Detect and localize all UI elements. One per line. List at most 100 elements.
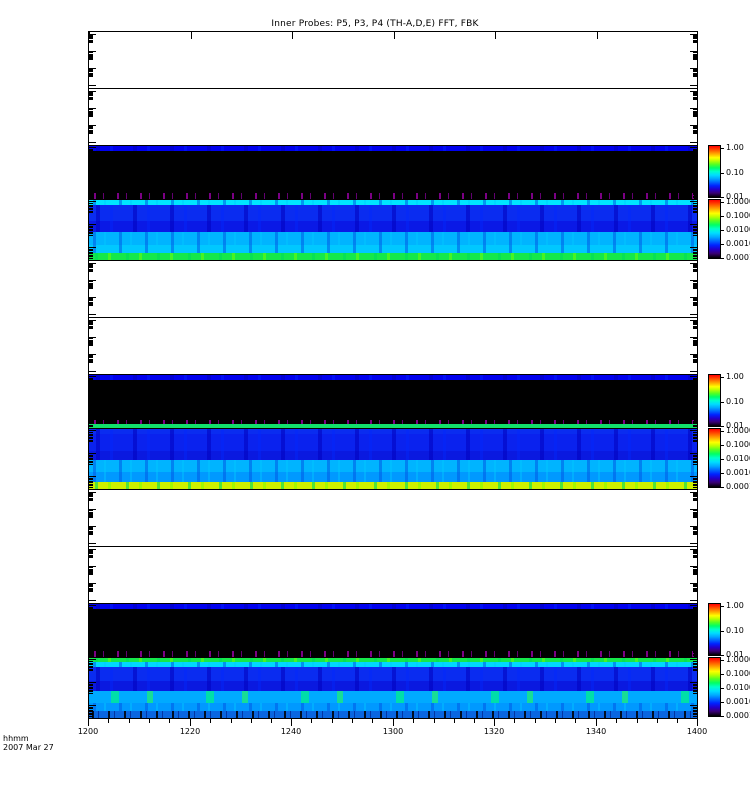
y-tick-right (693, 299, 697, 300)
y-tick-right (693, 421, 697, 422)
y-tick-right (693, 206, 697, 207)
y-tick (89, 430, 96, 431)
y-tick (89, 85, 96, 86)
y-tick (89, 116, 93, 117)
y-tick (89, 68, 96, 69)
x-tick-minor (555, 719, 556, 723)
y-tick (89, 212, 93, 213)
y-tick (89, 478, 93, 479)
x-tick (697, 719, 698, 726)
y-tick (89, 75, 93, 76)
y-tick-right (693, 404, 697, 405)
y-tick (89, 611, 93, 612)
y-tick-right (693, 205, 697, 206)
y-tick-right (693, 303, 697, 304)
y-tick (89, 557, 93, 558)
y-tick-right (693, 422, 697, 423)
y-tick (89, 59, 93, 60)
y-tick (89, 354, 96, 355)
y-tick (89, 693, 93, 694)
y-tick (89, 555, 93, 556)
y-tick-right (693, 203, 697, 204)
y-tick (89, 612, 93, 613)
y-tick-right (693, 235, 697, 236)
y-tick (89, 666, 93, 667)
y-tick (89, 230, 93, 231)
y-tick-right (693, 516, 697, 517)
y-tick (89, 128, 93, 129)
y-tick (89, 462, 93, 463)
y-tick (89, 147, 96, 148)
y-tick (89, 40, 93, 41)
x-tick-minor (616, 719, 617, 723)
y-tick-right (693, 425, 697, 426)
x-tick (88, 719, 89, 726)
y-tick-right (690, 566, 697, 567)
y-tick (89, 34, 96, 35)
colorbar-tick (720, 688, 724, 689)
x-axis: 1200 1220 1240 1300 1320 1340 1400 (78, 719, 707, 736)
y-tick-right (693, 269, 697, 270)
y-tick-right (690, 85, 697, 86)
y-tick (89, 203, 93, 204)
y-tick (89, 51, 96, 52)
spectro-band (89, 658, 697, 662)
y-tick (89, 590, 93, 591)
y-tick-right (693, 386, 697, 387)
y-tick (89, 650, 93, 651)
spectro-band (89, 703, 697, 711)
spectro-band (89, 604, 697, 610)
y-tick (89, 108, 96, 109)
y-tick-right (693, 613, 697, 614)
y-tick-right (693, 175, 697, 176)
y-tick (89, 529, 93, 530)
y-tick (89, 287, 93, 288)
y-tick (89, 550, 93, 551)
y-tick (89, 94, 93, 95)
colorbar-tick (720, 660, 724, 661)
y-tick-right (693, 496, 697, 497)
y-tick (89, 458, 93, 459)
y-tick-right (693, 360, 697, 361)
x-tick-minor (149, 719, 150, 723)
y-tick-right (690, 453, 697, 454)
y-tick-right (693, 434, 697, 435)
y-tick (89, 531, 93, 532)
y-tick-right (690, 297, 697, 298)
y-tick (89, 208, 93, 209)
y-tick (89, 552, 93, 553)
colorbar-tick-label: 1.00 (726, 601, 744, 610)
x-tick (494, 719, 495, 726)
y-tick-right (690, 396, 697, 397)
spectro-band (89, 460, 697, 473)
y-tick-right (693, 70, 697, 71)
y-tick-right (693, 288, 697, 289)
y-tick (89, 615, 93, 616)
y-tick-right (693, 666, 697, 667)
y-tick (89, 570, 93, 571)
y-tick (89, 383, 93, 384)
colorbar-gradient (709, 375, 720, 426)
y-tick-right (693, 196, 697, 197)
y-tick-right (693, 380, 697, 381)
y-tick-right (693, 69, 697, 70)
y-tick-right (690, 543, 697, 544)
y-tick-right (693, 650, 697, 651)
y-tick (89, 572, 93, 573)
spectro-band (89, 691, 697, 703)
spectro-band (89, 192, 697, 199)
spectro-band (89, 151, 697, 193)
y-tick (89, 153, 93, 154)
y-tick-right (690, 583, 697, 584)
colorbar-tick (720, 402, 724, 403)
panel-the-fff-2: 1000100101thefff2 (88, 546, 698, 604)
y-tick (89, 605, 96, 606)
y-tick-right (693, 655, 697, 656)
y-tick-right (693, 383, 697, 384)
y-tick (89, 399, 93, 400)
y-tick (89, 355, 93, 356)
y-tick-right (693, 361, 697, 362)
y-tick (89, 359, 93, 360)
panel-tha-fbk-scm1: 100010010thafbkscm1 (88, 199, 698, 261)
